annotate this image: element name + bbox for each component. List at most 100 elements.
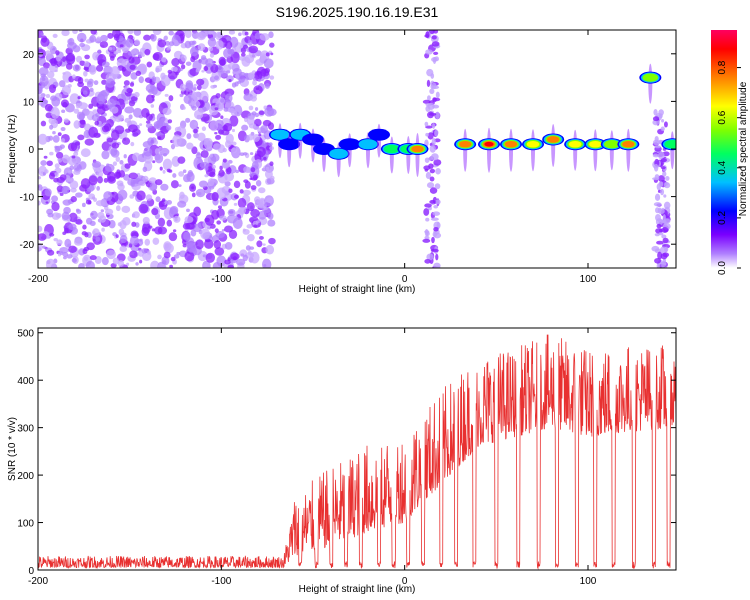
streak-speck	[433, 232, 442, 239]
noise-speck	[65, 52, 76, 65]
streak-speck	[656, 240, 664, 245]
noise-speck	[237, 80, 242, 84]
noise-speck	[38, 133, 48, 145]
noise-speck	[81, 202, 86, 208]
noise-speck	[60, 138, 66, 143]
noise-speck	[75, 208, 80, 212]
noise-speck	[67, 170, 72, 174]
noise-speck	[90, 210, 98, 220]
noise-speck	[224, 241, 233, 250]
noise-speck	[117, 260, 125, 267]
noise-speck	[165, 40, 170, 46]
streak-speck	[429, 88, 435, 95]
noise-speck	[197, 43, 206, 51]
noise-speck	[242, 152, 248, 156]
streak-speck	[660, 219, 665, 224]
noise-speck	[116, 169, 121, 174]
noise-speck	[84, 60, 90, 68]
noise-speck	[150, 260, 160, 268]
streak-speck	[656, 262, 661, 268]
noise-speck	[202, 254, 207, 258]
noise-speck	[153, 120, 164, 129]
noise-speck	[40, 120, 47, 127]
noise-speck	[72, 74, 76, 80]
noise-speck	[115, 205, 121, 212]
noise-speck	[162, 169, 166, 174]
noise-speck	[260, 68, 270, 77]
signal-blob	[327, 142, 350, 178]
streak-speck	[654, 193, 661, 202]
noise-speck	[233, 202, 238, 206]
noise-speck	[160, 74, 171, 87]
noise-speck	[152, 160, 156, 164]
noise-speck	[97, 176, 103, 184]
noise-speck	[204, 217, 210, 223]
noise-speck	[142, 216, 150, 225]
streak-speck	[660, 158, 667, 163]
streak-speck	[424, 121, 429, 127]
noise-speck	[240, 52, 246, 57]
noise-speck	[79, 119, 86, 125]
noise-speck	[141, 248, 148, 254]
spectrogram-y-tick-label: 20	[23, 50, 35, 61]
noise-speck	[155, 132, 161, 137]
noise-speck	[45, 94, 51, 98]
noise-speck	[65, 62, 73, 70]
noise-speck	[49, 151, 54, 156]
noise-speck	[97, 49, 102, 54]
noise-speck	[45, 258, 56, 268]
noise-speck	[230, 110, 238, 116]
spectrogram-y-tick-label: -10	[20, 193, 35, 204]
noise-speck	[130, 181, 135, 187]
noise-speck	[89, 220, 96, 227]
noise-speck	[61, 185, 70, 195]
noise-speck	[247, 134, 254, 141]
noise-speck	[263, 58, 274, 69]
noise-speck	[139, 259, 143, 264]
noise-speck	[55, 145, 63, 151]
noise-speck	[146, 61, 153, 68]
streak-speck	[662, 237, 669, 244]
signal-blob	[617, 128, 640, 172]
noise-speck	[72, 45, 81, 53]
noise-speck	[261, 258, 272, 268]
noise-speck	[199, 161, 209, 169]
noise-speck	[186, 208, 190, 213]
streak-speck	[425, 132, 430, 137]
colorbar-tick-label: 0.8	[717, 60, 728, 74]
noise-speck	[151, 228, 156, 232]
streak-speck	[433, 51, 439, 56]
streak-speck	[428, 112, 437, 116]
noise-speck	[186, 242, 197, 253]
noise-speck	[209, 153, 213, 158]
noise-speck	[74, 167, 80, 171]
signal-blob	[338, 133, 361, 168]
noise-speck	[168, 169, 173, 173]
streak-speck	[431, 138, 436, 146]
noise-speck	[121, 205, 131, 213]
noise-speck	[251, 111, 257, 116]
noise-speck	[112, 46, 116, 51]
noise-speck	[258, 187, 266, 194]
noise-speck	[162, 107, 172, 116]
spectrogram-x-tick-label: -100	[211, 274, 231, 285]
noise-speck	[88, 175, 98, 186]
noise-speck	[215, 93, 221, 99]
noise-speck	[254, 107, 259, 111]
streak-speck	[428, 163, 434, 169]
noise-speck	[150, 34, 157, 42]
noise-speck	[184, 40, 192, 49]
noise-speck	[129, 64, 136, 70]
noise-speck	[62, 252, 69, 257]
noise-speck	[51, 201, 60, 212]
noise-speck	[110, 66, 120, 78]
noise-speck	[214, 228, 219, 233]
noise-speck	[100, 209, 105, 213]
noise-speck	[161, 198, 166, 202]
noise-speck	[184, 30, 192, 39]
noise-speck	[117, 114, 125, 122]
streak-speck	[654, 257, 662, 264]
noise-speck	[151, 76, 157, 82]
noise-speck	[218, 129, 225, 135]
noise-speck	[48, 172, 56, 180]
